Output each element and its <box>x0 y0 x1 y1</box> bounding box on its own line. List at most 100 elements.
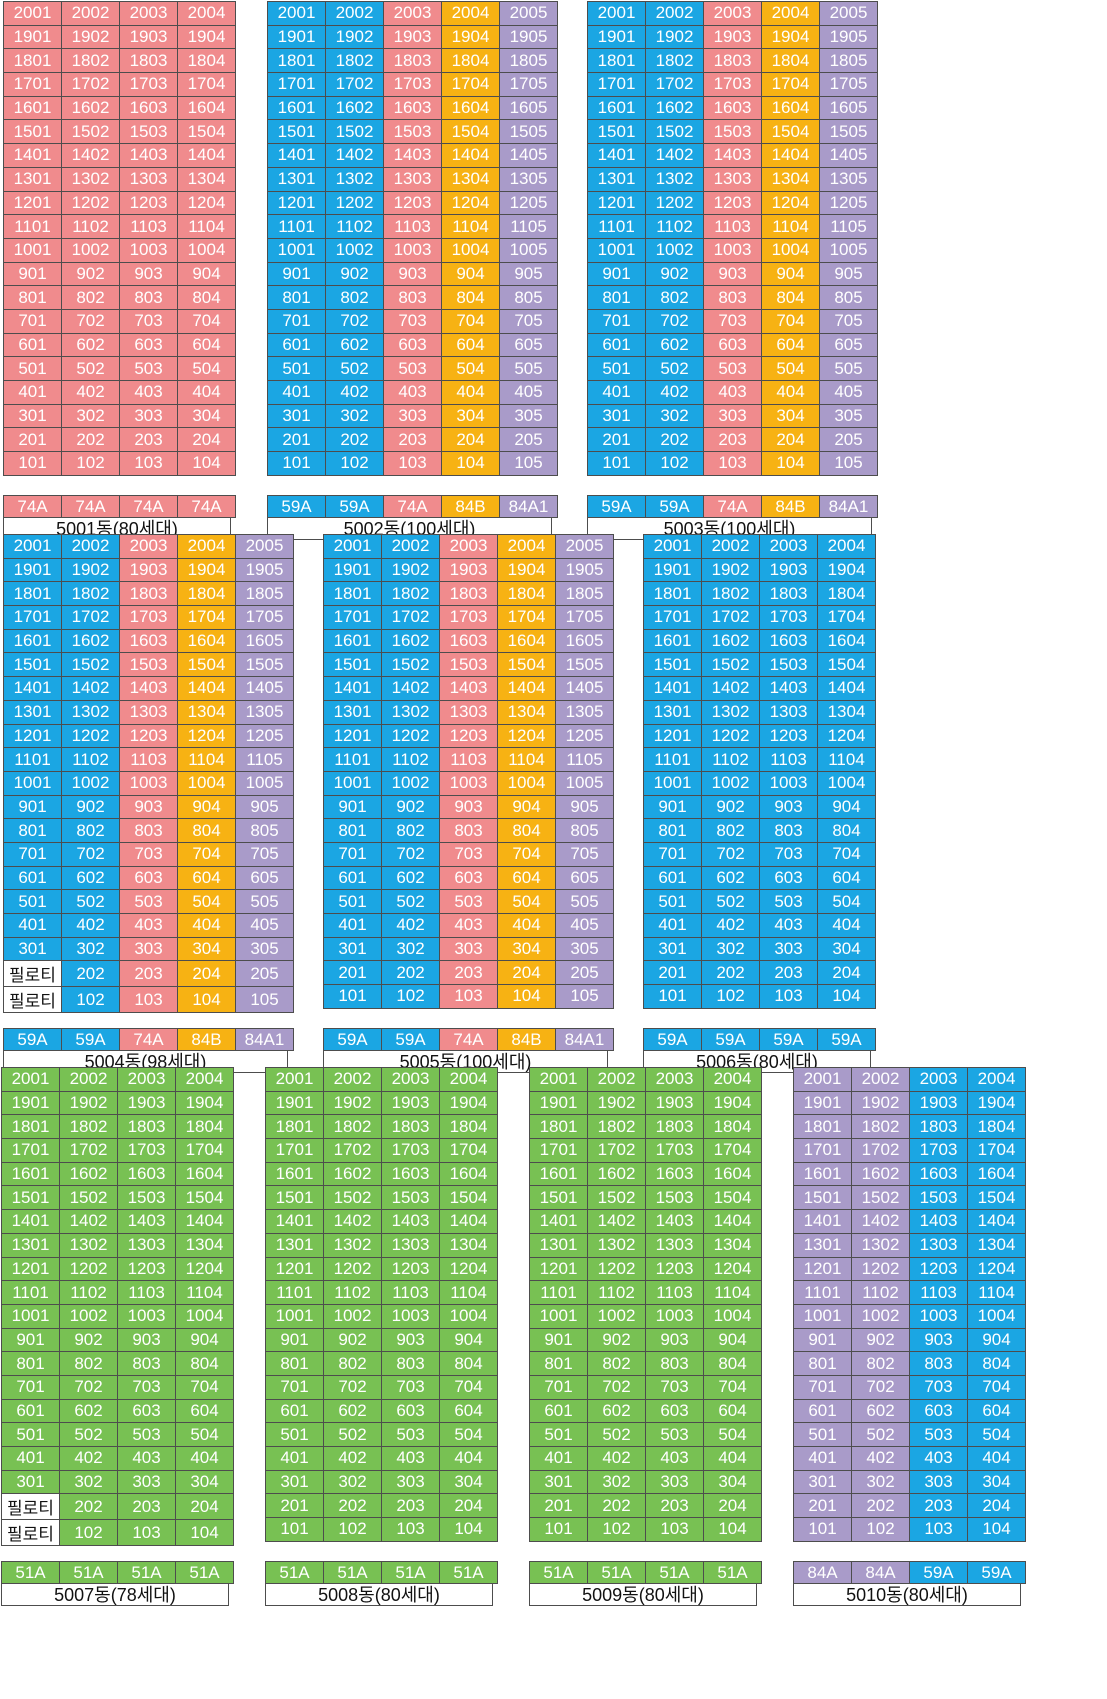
unit-cell: 1104 <box>497 747 556 772</box>
unit-cell: 1001 <box>265 1303 324 1329</box>
unit-cell: 901 <box>323 794 382 820</box>
unit-cell: 1403 <box>117 1209 176 1234</box>
unit-cell: 903 <box>703 261 762 287</box>
unit-cell: 303 <box>383 403 442 429</box>
unit-cell: 502 <box>381 889 440 914</box>
unit-cell: 1003 <box>645 1303 704 1329</box>
unit-cell: 1705 <box>555 605 614 630</box>
floor-row: 1301 1302 1303 1304 <box>529 1232 762 1258</box>
unit-cell: 401 <box>529 1446 588 1471</box>
unit-cell: 1004 <box>177 770 236 796</box>
floor-row: 1701 1702 1703 1704 1705 <box>323 605 614 630</box>
unit-cell: 704 <box>761 308 820 334</box>
floor-row: 1201 1202 1203 1204 <box>529 1256 762 1282</box>
unit-cell: 902 <box>381 794 440 820</box>
unit-cell: 1503 <box>381 1185 440 1211</box>
floor-row: 1301 1302 1303 1304 <box>265 1232 498 1258</box>
unit-cell: 103 <box>119 451 178 476</box>
unit-cell: 402 <box>61 913 120 938</box>
floor-row: 2001 2002 2003 2004 <box>529 1067 762 1092</box>
unit-cell: 1301 <box>323 699 382 725</box>
floor-row: 1701 1702 1703 1704 1705 <box>587 72 878 97</box>
unit-type-cell: 51A <box>323 1561 382 1584</box>
unit-cell: 302 <box>323 1469 382 1495</box>
unit-cell: 2003 <box>759 534 818 559</box>
unit-cell: 1904 <box>177 24 236 50</box>
unit-type-cell: 84A <box>851 1561 910 1584</box>
floor-row: 1701 1702 1703 1704 <box>529 1138 762 1163</box>
floor-row: 1901 1902 1903 1904 1905 <box>3 557 294 583</box>
unit-cell: 2001 <box>267 1 326 26</box>
floor-row: 301 302 303 304 <box>3 403 236 429</box>
unit-cell: 1802 <box>61 581 120 607</box>
unit-cell: 401 <box>265 1446 324 1471</box>
unit-cell: 304 <box>175 1469 234 1495</box>
unit-cell: 1601 <box>323 628 382 654</box>
unit-type-cell: 51A <box>439 1561 498 1584</box>
unit-cell: 703 <box>383 308 442 334</box>
unit-cell: 503 <box>703 356 762 381</box>
unit-cell: 1703 <box>383 72 442 97</box>
floor-row: 301 302 303 304 <box>793 1469 1026 1495</box>
unit-cell: 105 <box>555 984 614 1009</box>
unit-cell: 205 <box>555 960 614 986</box>
unit-cell: 501 <box>323 889 382 914</box>
unit-cell: 1304 <box>817 699 876 725</box>
unit-cell: 1205 <box>499 190 558 216</box>
unit-cell: 1504 <box>441 119 500 145</box>
unit-cell: 602 <box>325 332 384 358</box>
unit-cell: 1201 <box>793 1256 852 1282</box>
unit-cell: 1203 <box>645 1256 704 1282</box>
floor-row: 1301 1302 1303 1304 <box>643 699 876 725</box>
unit-cell: 603 <box>119 865 178 891</box>
unit-cell: 901 <box>3 261 62 287</box>
unit-cell: 702 <box>701 841 760 867</box>
floor-row: 1101 1102 1103 1104 1105 <box>3 747 294 772</box>
unit-cell: 1001 <box>643 770 702 796</box>
floor-row: 2001 2002 2003 2004 <box>793 1067 1026 1092</box>
floor-row: 1001 1002 1003 1004 1005 <box>587 237 878 263</box>
unit-cell: 1403 <box>909 1209 968 1234</box>
unit-cell: 102 <box>701 984 760 1009</box>
building-block: 2001 2002 2003 2004 2005 1901 1902 1903 1904 1905… <box>267 1 558 540</box>
unit-cell: 1203 <box>119 190 178 216</box>
unit-cell: 904 <box>439 1327 498 1353</box>
floor-row: 1401 1402 1403 1404 <box>265 1209 498 1234</box>
unit-cell: 1902 <box>59 1090 118 1116</box>
unit-grid: 2001 2002 2003 2004 2005 1901 1902 1903 1904 1905… <box>3 534 294 1014</box>
unit-cell: 702 <box>851 1374 910 1400</box>
floor-row: 1101 1102 1103 1104 <box>3 214 236 239</box>
unit-cell: 201 <box>643 960 702 986</box>
unit-type-cell: 74A <box>439 1028 498 1051</box>
unit-cell: 1405 <box>499 143 558 168</box>
unit-cell: 1503 <box>119 119 178 145</box>
unit-type-cell: 51A <box>117 1561 176 1584</box>
unit-cell: 701 <box>3 308 62 334</box>
unit-cell: 1603 <box>381 1161 440 1187</box>
unit-cell: 1602 <box>325 95 384 121</box>
floor-row: 1801 1802 1803 1804 <box>643 581 876 607</box>
unit-type-strip: 51A 51A 51A 51A <box>1 1561 234 1584</box>
unit-cell: 803 <box>909 1351 968 1376</box>
unit-cell: 1601 <box>265 1161 324 1187</box>
unit-cell: 102 <box>381 984 440 1009</box>
unit-cell: 1603 <box>703 95 762 121</box>
unit-cell: 1403 <box>645 1209 704 1234</box>
unit-cell: 1204 <box>967 1256 1026 1282</box>
unit-cell: 1103 <box>119 747 178 772</box>
unit-cell: 1102 <box>381 747 440 772</box>
floor-row: 601 602 603 604 605 <box>267 332 558 358</box>
unit-cell: 303 <box>909 1469 968 1495</box>
floor-row: 필로티 202 203 204 <box>1 1493 234 1521</box>
unit-cell: 1202 <box>701 723 760 749</box>
unit-cell: 1602 <box>645 95 704 121</box>
unit-cell: 1101 <box>323 747 382 772</box>
unit-cell: 1002 <box>59 1303 118 1329</box>
unit-cell: 1601 <box>643 628 702 654</box>
unit-cell: 304 <box>441 403 500 429</box>
floor-row: 601 602 603 604 <box>643 865 876 891</box>
floor-row: 1801 1802 1803 1804 1805 <box>323 581 614 607</box>
unit-grid: 2001 2002 2003 2004 2005 1901 1902 1903 1904 1905… <box>323 534 614 1009</box>
unit-cell: 405 <box>499 380 558 405</box>
unit-cell: 1502 <box>61 119 120 145</box>
